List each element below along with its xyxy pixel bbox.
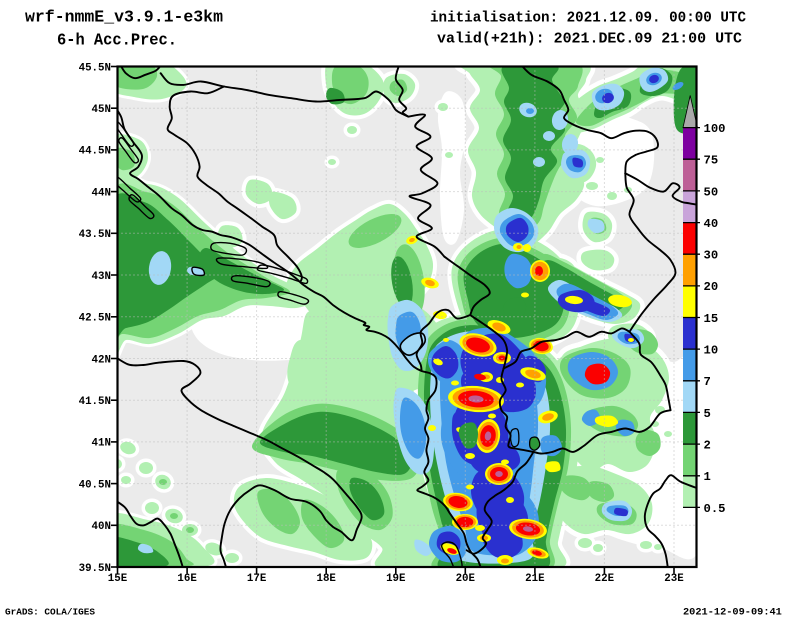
svg-text:40.5N: 40.5N (79, 479, 111, 491)
svg-text:41N: 41N (92, 438, 111, 450)
svg-text:30: 30 (704, 249, 719, 263)
svg-text:7: 7 (704, 375, 711, 389)
svg-text:40: 40 (704, 217, 719, 231)
svg-text:15: 15 (704, 312, 719, 326)
svg-text:42N: 42N (92, 354, 111, 366)
svg-text:16E: 16E (177, 573, 197, 585)
svg-text:2021-12-09-09:41: 2021-12-09-09:41 (683, 607, 782, 619)
svg-text:43N: 43N (92, 271, 111, 283)
svg-text:20: 20 (704, 280, 719, 294)
svg-text:39.5N: 39.5N (79, 563, 111, 575)
svg-text:0.5: 0.5 (704, 502, 726, 516)
svg-text:10: 10 (704, 344, 719, 358)
svg-text:valid(+21h): 2021.DEC.09 21:00: valid(+21h): 2021.DEC.09 21:00 UTC (437, 31, 742, 48)
svg-text:6-h Acc.Prec.: 6-h Acc.Prec. (57, 31, 177, 50)
svg-text:43.5N: 43.5N (79, 229, 111, 241)
svg-text:GrADS: COLA/IGES: GrADS: COLA/IGES (5, 607, 95, 618)
svg-text:5: 5 (704, 407, 711, 421)
svg-text:21E: 21E (525, 573, 545, 585)
svg-text:18E: 18E (316, 573, 336, 585)
svg-text:45.5N: 45.5N (79, 62, 111, 74)
svg-text:41.5N: 41.5N (79, 396, 111, 408)
svg-text:1: 1 (704, 470, 711, 484)
svg-text:23E: 23E (664, 573, 684, 585)
svg-text:100: 100 (704, 122, 726, 136)
svg-text:50: 50 (704, 185, 719, 199)
svg-text:initialisation: 2021.12.09. 0: initialisation: 2021.12.09. 00:00 UTC (430, 10, 746, 27)
svg-text:45N: 45N (92, 104, 111, 116)
svg-text:wrf-nmmE_v3.9.1-e3km: wrf-nmmE_v3.9.1-e3km (25, 8, 223, 27)
svg-text:2: 2 (704, 439, 711, 453)
svg-text:44.5N: 44.5N (79, 146, 111, 158)
svg-text:19E: 19E (386, 573, 406, 585)
svg-text:15E: 15E (108, 573, 128, 585)
svg-text:17E: 17E (247, 573, 267, 585)
svg-text:44N: 44N (92, 187, 111, 199)
svg-text:75: 75 (704, 154, 719, 168)
svg-text:22E: 22E (595, 573, 615, 585)
svg-text:40N: 40N (92, 521, 111, 533)
svg-text:20E: 20E (456, 573, 476, 585)
svg-text:42.5N: 42.5N (79, 313, 111, 325)
